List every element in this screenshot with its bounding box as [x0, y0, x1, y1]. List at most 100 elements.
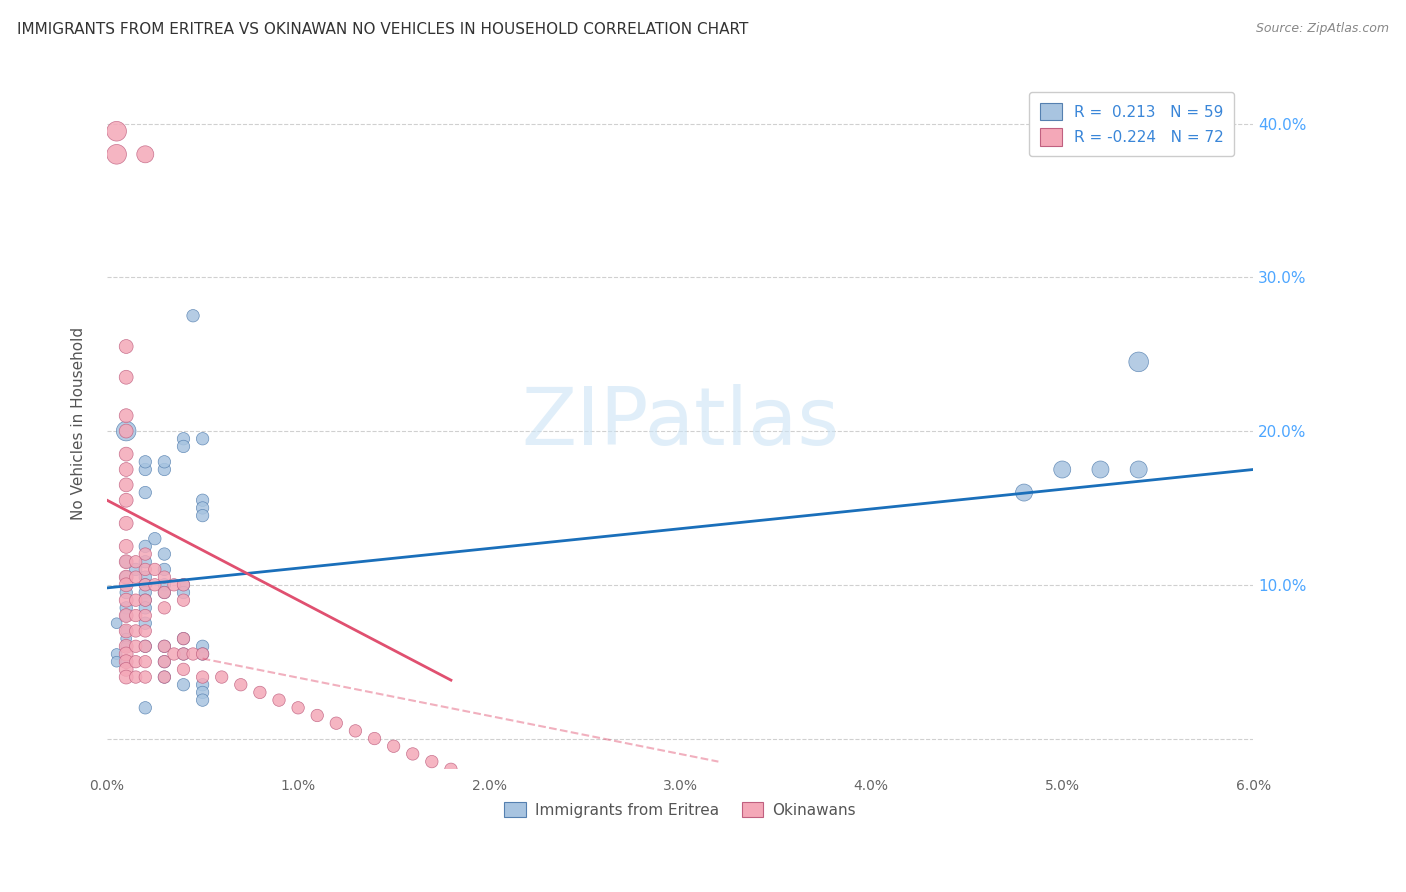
Point [173, 578, 195, 592]
Point [134, 485, 156, 500]
Point [153, 562, 176, 576]
Point [153, 640, 176, 654]
Point [134, 640, 156, 654]
Point [173, 585, 195, 599]
Point [402, 747, 425, 761]
Point [134, 570, 156, 584]
Point [153, 655, 176, 669]
Text: IMMIGRANTS FROM ERITREA VS OKINAWAN NO VEHICLES IN HOUSEHOLD CORRELATION CHART: IMMIGRANTS FROM ERITREA VS OKINAWAN NO V… [17, 22, 748, 37]
Point [115, 424, 138, 438]
Point [1052, 462, 1074, 476]
Point [163, 647, 186, 661]
Point [105, 616, 128, 631]
Point [115, 647, 138, 661]
Point [307, 708, 329, 723]
Legend: Immigrants from Eritrea, Okinawans: Immigrants from Eritrea, Okinawans [498, 796, 862, 824]
Point [191, 693, 214, 707]
Point [125, 655, 148, 669]
Point [115, 593, 138, 607]
Point [153, 547, 176, 561]
Point [153, 670, 176, 684]
Point [191, 640, 214, 654]
Point [105, 124, 128, 138]
Point [134, 600, 156, 615]
Point [134, 640, 156, 654]
Point [191, 508, 214, 523]
Point [1012, 485, 1035, 500]
Point [143, 562, 166, 576]
Point [134, 593, 156, 607]
Point [125, 624, 148, 638]
Point [115, 447, 138, 461]
Point [181, 647, 204, 661]
Point [105, 655, 128, 669]
Point [115, 655, 138, 669]
Point [134, 555, 156, 569]
Point [115, 670, 138, 684]
Point [115, 640, 138, 654]
Point [1128, 355, 1150, 369]
Point [181, 309, 204, 323]
Point [134, 462, 156, 476]
Point [153, 578, 176, 592]
Point [115, 624, 138, 638]
Point [173, 647, 195, 661]
Point [134, 670, 156, 684]
Point [134, 624, 156, 638]
Point [191, 432, 214, 446]
Point [105, 647, 128, 661]
Point [125, 555, 148, 569]
Point [173, 432, 195, 446]
Point [382, 739, 405, 754]
Point [267, 693, 290, 707]
Point [191, 685, 214, 699]
Point [134, 147, 156, 161]
Point [173, 647, 195, 661]
Point [153, 585, 176, 599]
Point [115, 570, 138, 584]
Point [173, 662, 195, 676]
Point [1090, 462, 1112, 476]
Point [191, 670, 214, 684]
Point [115, 370, 138, 384]
Point [134, 578, 156, 592]
Y-axis label: No Vehicles in Household: No Vehicles in Household [72, 326, 86, 520]
Point [125, 608, 148, 623]
Point [115, 608, 138, 623]
Point [134, 585, 156, 599]
Point [420, 755, 443, 769]
Point [173, 632, 195, 646]
Point [229, 678, 252, 692]
Point [173, 439, 195, 453]
Point [125, 640, 148, 654]
Point [115, 585, 138, 599]
Point [1128, 462, 1150, 476]
Point [115, 608, 138, 623]
Point [115, 655, 138, 669]
Point [153, 570, 176, 584]
Point [105, 147, 128, 161]
Point [153, 455, 176, 469]
Point [134, 455, 156, 469]
Point [134, 547, 156, 561]
Text: Source: ZipAtlas.com: Source: ZipAtlas.com [1256, 22, 1389, 36]
Point [115, 478, 138, 492]
Text: ZIPatlas: ZIPatlas [522, 384, 839, 462]
Point [191, 678, 214, 692]
Point [115, 632, 138, 646]
Point [191, 493, 214, 508]
Point [125, 562, 148, 576]
Point [115, 578, 138, 592]
Point [173, 678, 195, 692]
Point [134, 540, 156, 554]
Point [134, 616, 156, 631]
Point [115, 624, 138, 638]
Point [440, 762, 463, 776]
Point [344, 723, 367, 738]
Point [173, 632, 195, 646]
Point [153, 462, 176, 476]
Point [125, 670, 148, 684]
Point [153, 640, 176, 654]
Point [249, 685, 271, 699]
Point [134, 578, 156, 592]
